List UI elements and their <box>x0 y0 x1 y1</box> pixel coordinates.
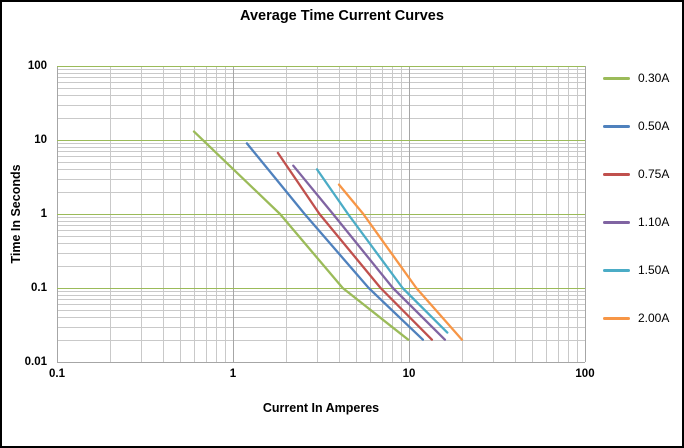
legend-item-1.10A: 1.10A <box>603 198 669 246</box>
chart-title: Average Time Current Curves <box>240 8 444 24</box>
legend-label-1.50A: 1.50A <box>638 263 670 277</box>
legend-swatch-0.50A <box>603 124 630 128</box>
legend-swatch-1.50A <box>603 268 630 272</box>
series-curve-2.00A <box>337 183 464 341</box>
y-tick-0.01: 0.01 <box>24 356 47 368</box>
x-tick-10: 10 <box>402 368 416 380</box>
y-tick-1: 1 <box>40 208 47 220</box>
x-axis-title: Current In Amperes <box>262 401 380 415</box>
y-axis-title: Time In Seconds <box>9 164 23 264</box>
legend-swatch-1.10A <box>603 220 630 224</box>
legend-label-1.10A: 1.10A <box>638 215 670 229</box>
y-tick-100: 100 <box>27 60 47 72</box>
legend-label-2.00A: 2.00A <box>638 311 670 325</box>
legend-swatch-0.75A <box>603 172 630 176</box>
x-tick-1: 1 <box>229 368 237 380</box>
legend-label-0.75A: 0.75A <box>638 167 670 181</box>
y-tick-0.1: 0.1 <box>31 282 47 294</box>
series-curve-1.10A <box>292 164 447 341</box>
legend-item-1.50A: 1.50A <box>603 246 669 294</box>
legend-item-0.75A: 0.75A <box>603 150 669 198</box>
legend-label-0.50A: 0.50A <box>638 119 670 133</box>
series-curve-0.30A <box>192 130 410 341</box>
series-curve-0.75A <box>276 151 434 341</box>
x-tick-100: 100 <box>575 368 595 380</box>
legend: 0.30A 0.50A 0.75A 1.10A 1.50A 2.00A <box>603 54 669 342</box>
legend-swatch-2.00A <box>603 316 630 320</box>
legend-item-0.50A: 0.50A <box>603 102 669 150</box>
legend-item-0.30A: 0.30A <box>603 54 669 102</box>
series-curve-1.50A <box>315 168 449 334</box>
legend-label-0.30A: 0.30A <box>638 71 670 85</box>
legend-item-2.00A: 2.00A <box>603 294 669 342</box>
x-tick-0.1: 0.1 <box>49 368 65 380</box>
legend-swatch-0.30A <box>603 76 630 80</box>
series-curve-0.50A <box>245 142 425 341</box>
y-tick-10: 10 <box>34 134 47 146</box>
